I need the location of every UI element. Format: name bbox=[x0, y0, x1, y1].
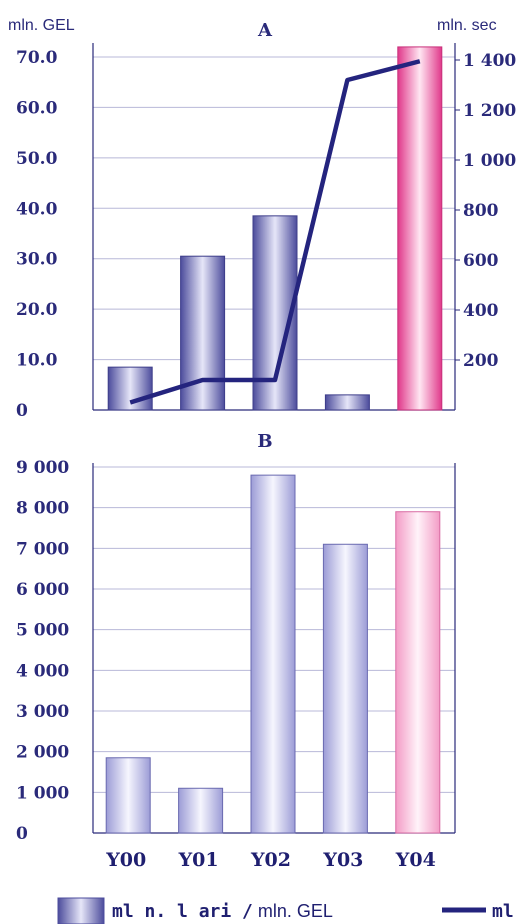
bar-a-y03 bbox=[324, 394, 370, 411]
tick-label-left: 1 000 bbox=[16, 783, 69, 803]
tick-label-left: 2 000 bbox=[16, 743, 69, 763]
tick-label-left: 7 000 bbox=[16, 539, 69, 559]
tick-label-left: 6 000 bbox=[16, 580, 69, 600]
tick-label-left: 4 000 bbox=[16, 661, 69, 681]
bar-a-y04 bbox=[397, 46, 443, 411]
tick-label-left: 0 bbox=[16, 401, 28, 421]
panel-b-left-ticks: 0 1 000 2 000 3 000 4 000 5 000 6 000 7 000 8 00… bbox=[16, 458, 69, 844]
tick-label-left: 5 000 bbox=[16, 621, 69, 641]
bar-b-y02 bbox=[250, 474, 296, 834]
panel-a: mln. GEL mln. sec A 0 10.0 20.0 30.0 40.0 50.… bbox=[8, 17, 516, 421]
legend-bar-label-normal: mln. GEL bbox=[253, 901, 333, 921]
panel-a-right-ticks: 200 400 600 800 1 000 1 200 1 400 bbox=[455, 51, 516, 371]
category-label-y04: Y04 bbox=[395, 849, 436, 871]
legend-line-label: ml bbox=[492, 901, 514, 922]
legend-bar-label: ml n. l ari / mln. GEL bbox=[112, 901, 333, 922]
tick-label-left: 40.0 bbox=[16, 199, 58, 219]
tick-label-left: 70.0 bbox=[16, 48, 58, 68]
category-label-y02: Y02 bbox=[250, 849, 291, 871]
right-axis-unit-label: mln. sec bbox=[437, 17, 497, 34]
category-labels: Y00 Y01 Y02 Y03 Y04 bbox=[105, 849, 436, 871]
category-label-y03: Y03 bbox=[322, 849, 363, 871]
bar-b-y01 bbox=[178, 787, 224, 834]
panel-a-title: A bbox=[257, 20, 273, 41]
panel-a-left-ticks: 0 10.0 20.0 30.0 40.0 50.0 60.0 70.0 bbox=[16, 48, 58, 421]
tick-label-right: 600 bbox=[463, 251, 499, 271]
bar-b-y03 bbox=[322, 543, 368, 834]
category-label-y00: Y00 bbox=[105, 849, 146, 871]
bar-a-y00 bbox=[107, 366, 153, 411]
panel-b-bars bbox=[105, 474, 441, 834]
bar-b-y00 bbox=[105, 757, 151, 834]
legend-bar-label-bold: ml n. l ari / bbox=[112, 901, 253, 922]
panel-a-bars bbox=[107, 46, 443, 411]
tick-label-right: 1 200 bbox=[463, 101, 516, 121]
tick-label-right: 800 bbox=[463, 201, 499, 221]
left-axis-unit-label: mln. GEL bbox=[8, 17, 75, 34]
legend-bar-swatch bbox=[57, 897, 105, 924]
tick-label-left: 20.0 bbox=[16, 300, 58, 320]
tick-label-right: 400 bbox=[463, 301, 499, 321]
tick-label-right: 1 000 bbox=[463, 151, 516, 171]
category-label-y01: Y01 bbox=[178, 849, 219, 871]
panel-a-grid bbox=[92, 43, 456, 411]
tick-label-left: 60.0 bbox=[16, 98, 58, 118]
panel-b-title: B bbox=[257, 431, 272, 452]
legend: ml n. l ari / mln. GEL ml bbox=[57, 897, 514, 924]
tick-label-left: 30.0 bbox=[16, 250, 58, 270]
tick-label-left: 10.0 bbox=[16, 351, 58, 371]
tick-label-right: 200 bbox=[463, 351, 499, 371]
tick-label-left: 8 000 bbox=[16, 499, 69, 519]
tick-label-right: 1 400 bbox=[463, 51, 516, 71]
panel-b: B 0 1 000 2 000 3 000 4 000 5 000 6 000 7 000 8 … bbox=[16, 431, 456, 871]
bar-b-y04 bbox=[395, 511, 441, 834]
tick-label-left: 0 bbox=[16, 824, 28, 844]
tick-label-left: 9 000 bbox=[16, 458, 69, 478]
tick-label-left: 50.0 bbox=[16, 149, 58, 169]
tick-label-left: 3 000 bbox=[16, 702, 69, 722]
panel-a-line bbox=[129, 59, 421, 405]
